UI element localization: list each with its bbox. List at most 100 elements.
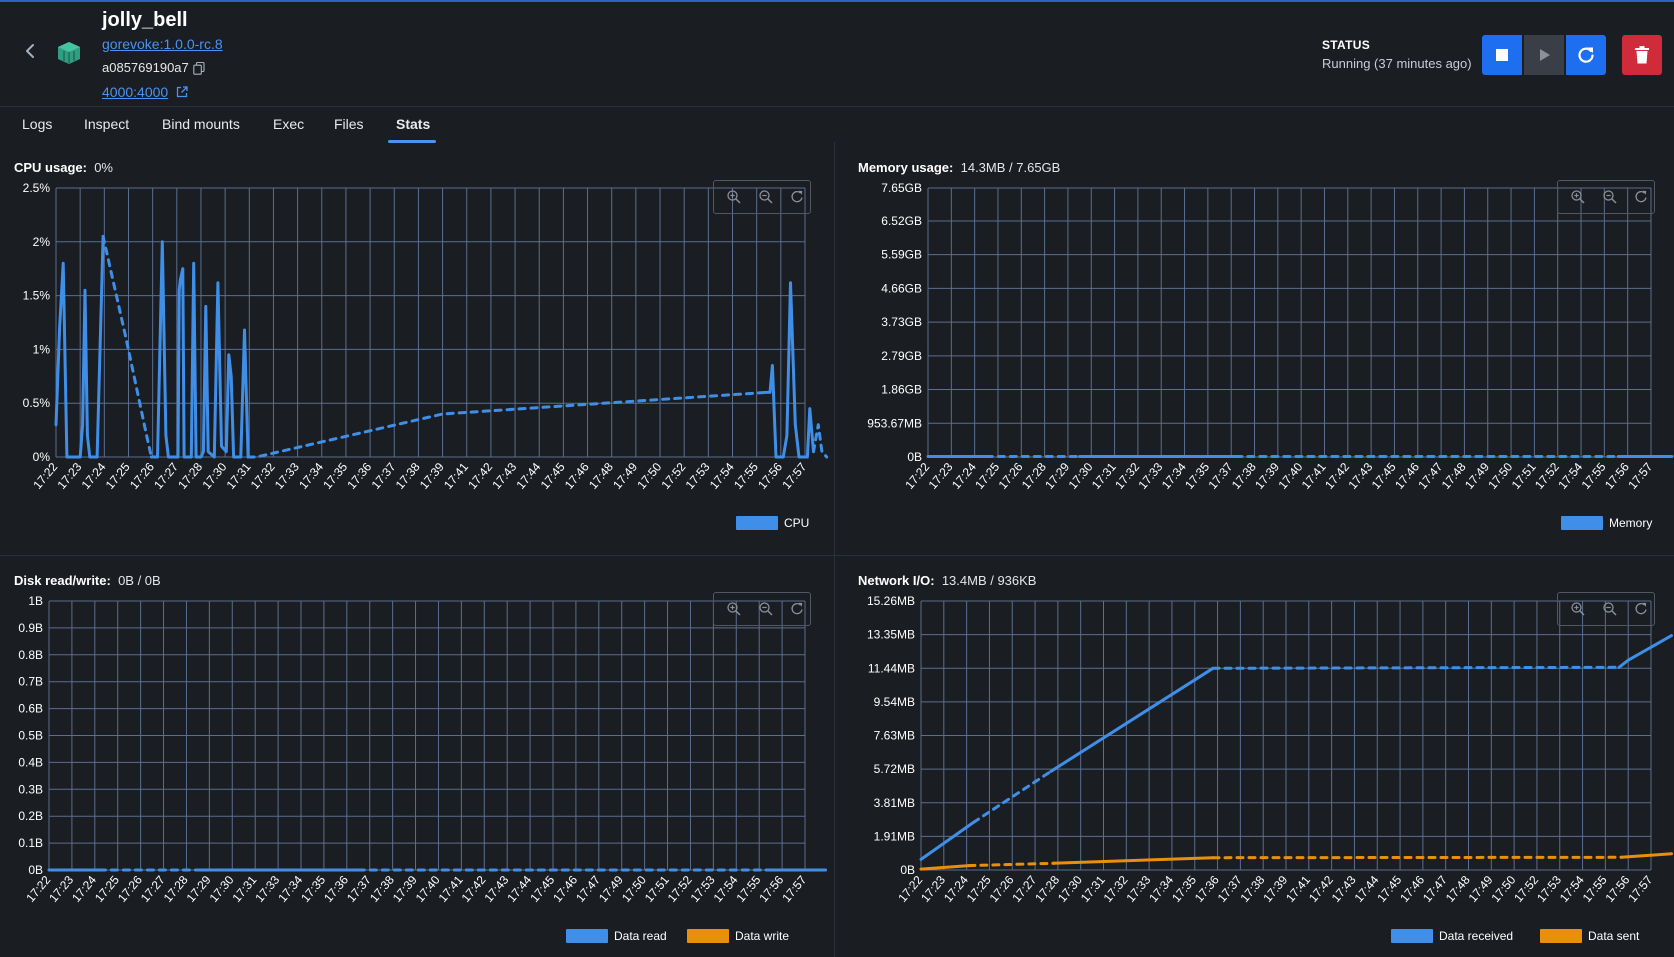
disk-zoom-in-icon[interactable] [726, 601, 742, 617]
network-xtick-label: 17:43 [1329, 873, 1359, 905]
restart-button[interactable] [1566, 35, 1606, 75]
delete-button[interactable] [1622, 35, 1662, 75]
disk-xtick-label: 17:46 [550, 873, 580, 905]
cpu-value: 0% [94, 160, 113, 175]
container-image-link[interactable]: gorevoke:1.0.0-rc.8 [102, 36, 223, 52]
cpu-zoom-out-icon[interactable] [758, 189, 774, 205]
cpu-xtick-label: 17:46 [562, 460, 592, 492]
memory-xtick-label: 17:34 [1159, 460, 1189, 492]
memory-legend-swatch [1561, 516, 1603, 530]
memory-ytick-label: 6.52GB [881, 214, 922, 228]
network-ytick-label: 9.54MB [874, 695, 915, 709]
tab-inspect[interactable]: Inspect [84, 116, 130, 132]
disk-xtick-label: 17:29 [184, 873, 214, 905]
network-value: 13.4MB / 936KB [941, 573, 1037, 588]
network-panel-title: Network I/O: 13.4MB / 936KB [858, 573, 1036, 588]
tab-files[interactable]: Files [334, 116, 364, 132]
cpu-xtick-label: 17:23 [54, 460, 84, 492]
cpu-series-cpu [246, 390, 768, 459]
memory-xtick-label: 17:45 [1369, 460, 1399, 492]
disk-xtick-label: 17:25 [92, 873, 122, 905]
memory-xtick-label: 17:26 [996, 460, 1026, 492]
start-button[interactable] [1524, 35, 1564, 75]
cpu-xtick-label: 17:45 [538, 460, 568, 492]
memory-legend-label: Memory [1609, 516, 1652, 530]
network-zoom-out-icon[interactable] [1602, 601, 1618, 617]
memory-zoom-in-icon[interactable] [1570, 189, 1586, 205]
network-zoom-in-icon[interactable] [1570, 601, 1586, 617]
disk-value: 0B / 0B [118, 573, 161, 588]
disk-xtick-label: 17:31 [229, 873, 259, 905]
copy-icon[interactable] [193, 62, 205, 75]
cpu-reset-zoom-icon[interactable] [789, 189, 805, 205]
network-ytick-label: 7.63MB [874, 729, 915, 743]
memory-xtick-label: 17:48 [1439, 460, 1469, 492]
disk-ytick-label: 0.8B [18, 648, 43, 662]
memory-value: 14.3MB / 7.65GB [960, 160, 1061, 175]
disk-zoom-out-icon[interactable] [758, 601, 774, 617]
network-xtick-label: 17:48 [1443, 873, 1473, 905]
disk-xtick-label: 17:28 [161, 873, 191, 905]
cpu-xtick-label: 17:48 [586, 460, 616, 492]
network-label: Network I/O: [858, 573, 935, 588]
stop-button[interactable] [1482, 35, 1522, 75]
network-xtick-label: 17:54 [1557, 873, 1587, 905]
tab-bind-mounts[interactable]: Bind mounts [162, 116, 240, 132]
cpu-ytick-label: 1% [33, 342, 51, 356]
memory-xtick-label: 17:38 [1229, 460, 1259, 492]
disk-reset-zoom-icon[interactable] [789, 601, 805, 617]
memory-ytick-label: 2.79GB [881, 349, 922, 363]
disk-ytick-label: 0.3B [18, 782, 43, 796]
cpu-xtick-label: 17:57 [779, 460, 809, 492]
port-link[interactable]: 4000:4000 [102, 84, 169, 100]
memory-xtick-label: 17:39 [1252, 460, 1282, 492]
memory-xtick-label: 17:33 [1135, 460, 1165, 492]
memory-xtick-label: 17:22 [902, 460, 932, 492]
cpu-xtick-label: 17:31 [224, 460, 254, 492]
memory-zoom-out-icon[interactable] [1602, 189, 1618, 205]
cpu-xtick-label: 17:43 [489, 460, 519, 492]
memory-xtick-label: 17:40 [1275, 460, 1305, 492]
cpu-xtick-label: 17:32 [248, 460, 278, 492]
network-xtick-label: 17:53 [1534, 873, 1564, 905]
tab-stats[interactable]: Stats [396, 116, 431, 132]
panel-divider-vertical [834, 142, 835, 957]
memory-ytick-label: 5.59GB [881, 248, 922, 262]
disk-chart-toolbox [713, 592, 811, 626]
disk-xtick-label: 17:30 [207, 873, 237, 905]
disk-ytick-label: 1B [28, 594, 43, 608]
disk-legend-label: Data write [735, 929, 789, 943]
cpu-xtick-label: 17:50 [634, 460, 664, 492]
memory-xtick-label: 17:23 [926, 460, 956, 492]
network-xtick-label: 17:38 [1237, 873, 1267, 905]
memory-xtick-label: 17:54 [1555, 460, 1585, 492]
network-ytick-label: 11.44MB [868, 661, 915, 675]
disk-xtick-label: 17:33 [252, 873, 282, 905]
disk-xtick-label: 17:40 [413, 873, 443, 905]
cpu-xtick-label: 17:38 [393, 460, 423, 492]
cpu-chart-toolbox [713, 180, 811, 214]
back-arrow-icon[interactable] [20, 40, 42, 62]
tab-logs[interactable]: Logs [22, 116, 53, 132]
cpu-zoom-in-icon[interactable] [726, 189, 742, 205]
network-series-data-received [972, 769, 1053, 824]
cpu-xtick-label: 17:49 [610, 460, 640, 492]
network-reset-zoom-icon[interactable] [1633, 601, 1649, 617]
memory-xtick-label: 17:46 [1392, 460, 1422, 492]
memory-xtick-label: 17:25 [972, 460, 1002, 492]
tab-exec[interactable]: Exec [273, 116, 305, 132]
cpu-xtick-label: 17:33 [272, 460, 302, 492]
network-series-data-sent [1619, 852, 1673, 859]
disk-xtick-label: 17:26 [115, 873, 145, 905]
cpu-xtick-label: 17:41 [441, 460, 471, 492]
disk-xtick-label: 17:57 [779, 873, 809, 905]
container-name: jolly_bell [102, 9, 188, 31]
disk-xtick-label: 17:42 [459, 873, 489, 905]
network-xtick-label: 17:27 [1009, 873, 1039, 905]
external-link-icon[interactable] [176, 86, 188, 98]
container-id: a085769190a7 [102, 60, 189, 75]
disk-xtick-label: 17:22 [23, 873, 53, 905]
memory-xtick-label: 17:49 [1462, 460, 1492, 492]
memory-reset-zoom-icon[interactable] [1633, 189, 1649, 205]
cpu-xtick-label: 17:55 [731, 460, 761, 492]
